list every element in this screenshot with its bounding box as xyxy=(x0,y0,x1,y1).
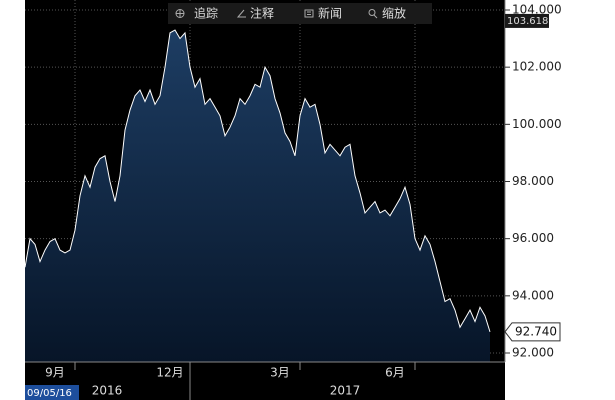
toolbar-item[interactable]: 新闻 xyxy=(318,6,342,21)
year-label: 2017 xyxy=(330,384,361,398)
price-line xyxy=(24,29,491,332)
y-tick-label: 100.000 xyxy=(512,117,562,131)
last-marker-box xyxy=(504,322,561,342)
area-fill xyxy=(25,30,490,363)
toolbar-icons xyxy=(175,9,378,19)
y-tick-label: 96.000 xyxy=(512,231,554,245)
start-date: 09/05/16 xyxy=(27,388,72,399)
y-tick-label: 98.000 xyxy=(512,174,554,188)
x-tick-label: 12月 xyxy=(156,366,183,380)
start-date-box xyxy=(25,385,79,400)
high-marker: 103.618 xyxy=(507,16,548,27)
toolbar-item[interactable]: 注释 xyxy=(250,6,274,21)
y-tick-label: 94.000 xyxy=(512,288,554,302)
high-marker-box xyxy=(505,13,549,28)
toolbar-item[interactable]: 追踪 xyxy=(194,6,218,21)
x-tick-label: 3月 xyxy=(270,366,290,380)
year-label: 2016 xyxy=(92,384,123,398)
x-tick-label: 6月 xyxy=(385,366,405,380)
last-marker: 92.740 xyxy=(515,324,557,338)
y-tick-label: 102.000 xyxy=(512,60,562,74)
toolbar xyxy=(168,3,432,24)
x-tick-label: 9月 xyxy=(45,366,65,380)
toolbar-item[interactable]: 缩放 xyxy=(382,6,406,21)
y-tick-label: 104.000 xyxy=(512,3,562,17)
y-tick-label: 92.000 xyxy=(512,346,554,360)
